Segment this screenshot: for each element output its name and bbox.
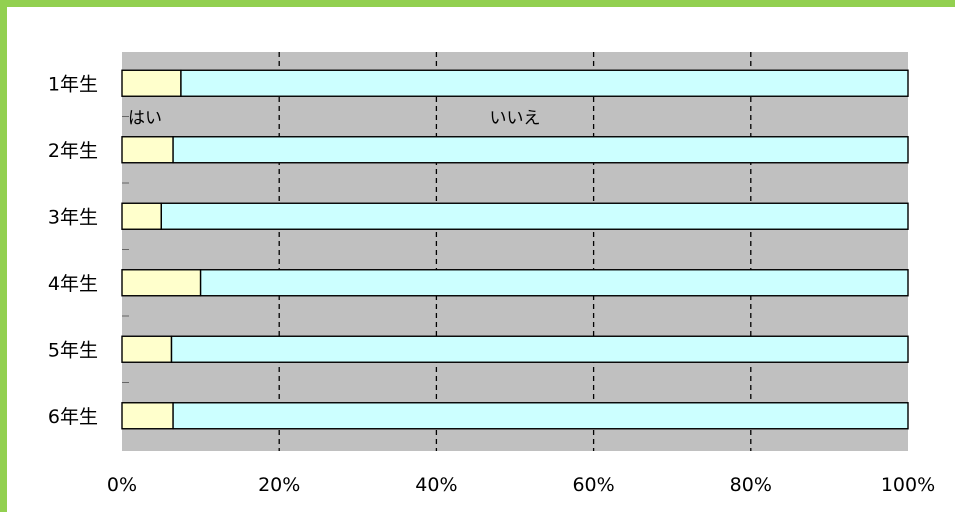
- bar-hai: [121, 136, 174, 164]
- x-tick-label: 60%: [572, 474, 614, 496]
- plot-area: [122, 52, 908, 451]
- x-tick-label: 0%: [107, 474, 137, 496]
- x-tick-label: 40%: [415, 474, 457, 496]
- x-tick-label: 80%: [730, 474, 772, 496]
- category-label: 2年生: [48, 140, 98, 162]
- bar-hai: [121, 69, 182, 97]
- bar-hai: [121, 269, 202, 297]
- bar-iie: [160, 202, 909, 230]
- bar-hai: [121, 335, 173, 363]
- category-label: 3年生: [48, 206, 98, 228]
- series-label-iie: いいえ: [490, 109, 541, 129]
- x-tick-label: 100%: [881, 474, 935, 496]
- bar-hai: [121, 402, 174, 430]
- series-label-hai: はい: [128, 109, 162, 129]
- category-label: 4年生: [48, 273, 98, 295]
- bar-iie: [199, 269, 909, 297]
- category-label: 1年生: [48, 73, 98, 95]
- category-label: 5年生: [48, 339, 98, 361]
- bar-iie: [172, 136, 909, 164]
- bar-iie: [172, 402, 909, 430]
- bar-iie: [170, 335, 909, 363]
- category-label: 6年生: [48, 406, 98, 428]
- x-tick-label: 20%: [258, 474, 300, 496]
- bar-hai: [121, 202, 162, 230]
- bar-iie: [180, 69, 909, 97]
